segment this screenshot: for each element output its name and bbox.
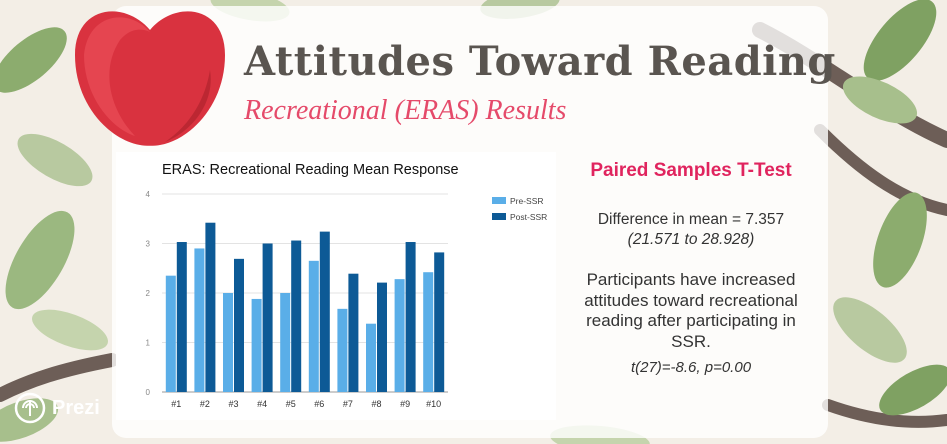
leaf xyxy=(32,309,108,351)
bar xyxy=(348,273,359,392)
leaf xyxy=(879,364,947,416)
prezi-logo-text: Prezi xyxy=(52,396,100,419)
legend-label: Post-SSR xyxy=(510,212,547,222)
bar xyxy=(366,323,376,392)
x-tick-label: #1 xyxy=(171,399,181,409)
test-statistics: t(27)=-8.6, p=0.00 xyxy=(630,359,752,376)
leaf xyxy=(873,192,927,288)
y-tick-label: 0 xyxy=(146,388,151,397)
x-tick-label: #6 xyxy=(314,399,324,409)
x-tick-label: #3 xyxy=(228,399,238,409)
x-tick-label: #9 xyxy=(400,399,410,409)
bar xyxy=(176,242,187,392)
y-tick-label: 3 xyxy=(146,240,151,249)
leaf xyxy=(17,133,93,187)
x-tick-label: #5 xyxy=(286,399,296,409)
bar xyxy=(423,272,434,392)
bar xyxy=(394,279,405,392)
bar xyxy=(280,293,291,392)
leaf xyxy=(0,398,59,442)
y-tick-label: 1 xyxy=(146,339,151,348)
legend-swatch xyxy=(492,213,506,220)
bar xyxy=(377,282,387,392)
leaf xyxy=(833,297,907,363)
bar xyxy=(234,258,244,392)
bar xyxy=(308,260,319,392)
leaf xyxy=(0,27,67,93)
legend-label: Pre-SSR xyxy=(510,196,544,206)
legend-swatch xyxy=(492,197,506,204)
slide-title: Attitudes Toward Reading xyxy=(244,38,836,85)
bar xyxy=(319,231,330,392)
bar xyxy=(165,275,176,392)
x-tick-label: #7 xyxy=(343,399,353,409)
bar xyxy=(291,240,302,392)
x-tick-label: #8 xyxy=(371,399,381,409)
leaf xyxy=(842,76,918,124)
x-tick-label: #4 xyxy=(257,399,267,409)
prezi-watermark: Prezi xyxy=(14,392,100,424)
chart-container xyxy=(116,152,556,420)
y-tick-label: 4 xyxy=(146,190,151,199)
prezi-logo-icon xyxy=(14,392,46,424)
bar xyxy=(205,222,216,392)
conclusion-text: Participants have increased attitudes to… xyxy=(584,270,798,351)
confidence-interval: (21.571 to 28.928) xyxy=(627,231,755,248)
difference-in-mean: Difference in mean = 7.357 xyxy=(597,211,785,228)
bar xyxy=(337,308,348,392)
chart-title: ERAS: Recreational Reading Mean Response xyxy=(162,162,459,178)
ttest-heading: Paired Samples T-Test xyxy=(590,160,792,181)
y-tick-label: 2 xyxy=(146,289,151,298)
leaf xyxy=(5,210,75,310)
bar-chart: 0 1 2 3 4 #1 #2 #3 #4 #5 #6 #7 #8 #9 #10 Pre-SSR Post-SS… xyxy=(146,190,548,409)
bar xyxy=(251,298,262,392)
bar xyxy=(262,243,273,392)
x-tick-label: #10 xyxy=(426,399,441,409)
slide-subtitle: Recreational (ERAS) Results xyxy=(244,95,567,126)
apple-icon xyxy=(75,11,225,146)
bar xyxy=(194,248,205,392)
bar xyxy=(434,252,445,392)
bar xyxy=(405,242,416,392)
bar xyxy=(223,293,233,392)
leaf xyxy=(863,0,937,81)
x-tick-label: #2 xyxy=(200,399,210,409)
